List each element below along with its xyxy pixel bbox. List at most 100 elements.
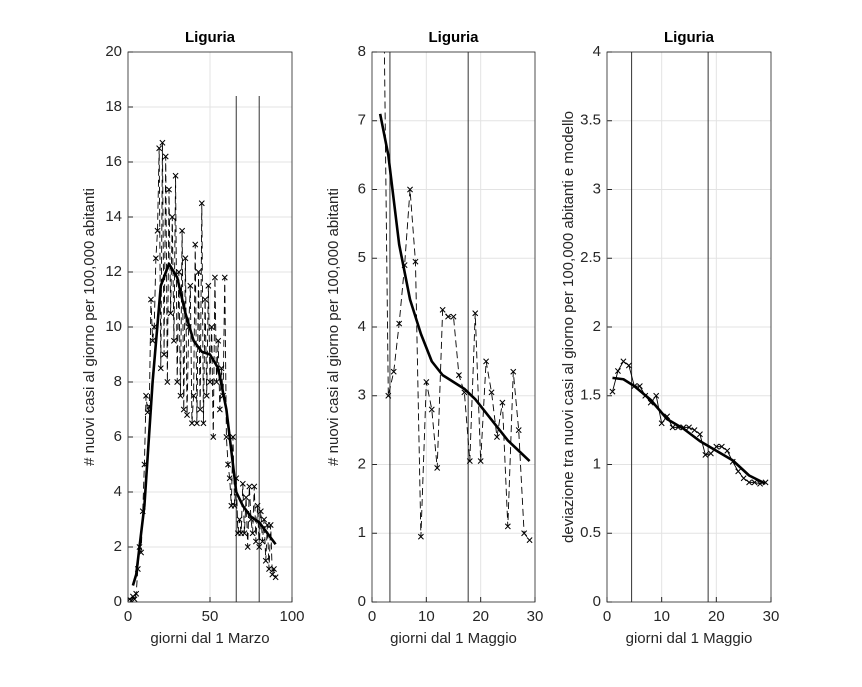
- x-marker: [241, 530, 248, 537]
- x-marker: [192, 241, 199, 248]
- y-tick-label: 1.5: [580, 387, 601, 404]
- y-tick-label: 1: [593, 455, 601, 472]
- y-axis-label: # nuovi casi al giorno per 100,000 abita…: [81, 188, 98, 466]
- y-tick-label: 3: [593, 180, 601, 197]
- x-tick-label: 20: [708, 608, 725, 625]
- x-marker: [203, 392, 210, 399]
- y-tick-label: 6: [358, 180, 366, 197]
- axes-box: [371, 51, 536, 603]
- x-marker: [746, 479, 753, 486]
- x-marker: [252, 538, 259, 545]
- x-marker: [251, 483, 258, 490]
- x-tick-label: 0: [368, 608, 376, 625]
- x-marker: [261, 516, 268, 523]
- x-marker: [423, 379, 430, 385]
- x-marker: [195, 269, 202, 275]
- y-tick-label: 1: [358, 524, 366, 541]
- x-marker: [128, 597, 135, 602]
- x-marker: [396, 320, 403, 327]
- x-marker: [157, 365, 164, 372]
- model-line: [612, 376, 767, 485]
- x-axis-label: giorni dal 1 Maggio: [390, 630, 517, 647]
- x-marker: [718, 443, 725, 450]
- x-marker: [254, 502, 261, 509]
- x-marker: [620, 358, 627, 365]
- y-tick-label: 2: [358, 455, 366, 472]
- x-marker: [466, 458, 473, 465]
- x-marker: [193, 420, 200, 427]
- x-marker: [177, 392, 184, 399]
- x-marker: [143, 392, 149, 399]
- x-marker: [702, 451, 709, 458]
- y-tick-label: 4: [358, 318, 366, 335]
- axes-box: [606, 51, 772, 603]
- x-marker: [216, 406, 223, 413]
- x-tick-label: 50: [202, 608, 219, 625]
- plot-content: [128, 96, 279, 602]
- x-marker: [159, 139, 166, 146]
- y-tick-label: 2.5: [580, 249, 601, 266]
- x-marker: [208, 324, 215, 330]
- x-marker: [691, 427, 698, 434]
- x-marker: [164, 379, 171, 385]
- x-marker: [417, 533, 424, 540]
- x-marker: [428, 406, 435, 413]
- x-marker: [696, 431, 703, 438]
- x-marker: [609, 388, 616, 395]
- x-tick-label: 10: [653, 608, 670, 625]
- x-marker: [202, 296, 209, 303]
- x-marker: [246, 483, 253, 490]
- panel: 0 0.5 1 1.5 2 2.5 3 3.5 4 0 10 20 30 Liguria giorni da…: [560, 29, 779, 647]
- x-marker: [213, 379, 220, 385]
- x-marker: [625, 362, 632, 369]
- x-marker: [169, 214, 176, 220]
- x-marker: [614, 368, 621, 374]
- y-tick-label: 7: [358, 112, 366, 129]
- panel: 0 1 2 3 4 5 6 7 8 0 10 20 30 Liguria giorni dal 1 Magg…: [325, 29, 543, 647]
- x-marker: [271, 566, 277, 572]
- x-marker: [182, 255, 189, 262]
- x-marker: [521, 530, 528, 537]
- x-marker: [148, 296, 154, 303]
- x-marker: [172, 172, 179, 179]
- x-marker: [724, 447, 731, 454]
- x-tick-label: 0: [124, 608, 132, 625]
- x-marker: [205, 282, 212, 289]
- y-tick-label: 14: [105, 208, 122, 225]
- x-marker: [189, 420, 195, 427]
- x-marker: [187, 282, 194, 289]
- y-tick-label: 16: [105, 153, 122, 170]
- x-marker: [226, 475, 233, 482]
- y-tick-label: 8: [114, 373, 122, 390]
- x-marker: [174, 379, 181, 385]
- x-marker: [455, 372, 462, 379]
- x-marker: [133, 590, 140, 597]
- x-marker: [262, 557, 269, 564]
- x-tick-label: 10: [418, 608, 435, 625]
- x-marker: [735, 468, 742, 475]
- x-marker: [152, 255, 159, 262]
- x-marker: [244, 544, 251, 550]
- x-marker: [149, 337, 156, 344]
- x-marker: [445, 313, 452, 320]
- x-marker: [256, 544, 263, 550]
- y-tick-label: 3.5: [580, 112, 601, 129]
- y-tick-label: 4: [593, 43, 601, 60]
- x-marker: [658, 420, 665, 427]
- x-marker: [669, 424, 676, 431]
- x-marker: [450, 313, 457, 320]
- x-marker: [215, 337, 222, 344]
- x-marker: [211, 274, 218, 281]
- y-tick-label: 5: [358, 249, 366, 266]
- model-line: [378, 113, 531, 463]
- x-marker: [483, 358, 490, 365]
- x-marker: [751, 479, 758, 486]
- x-marker: [230, 434, 236, 440]
- x-marker: [184, 412, 190, 418]
- x-marker: [162, 153, 169, 160]
- x-marker: [390, 368, 397, 375]
- x-marker: [225, 461, 231, 468]
- y-tick-label: 3: [358, 387, 366, 404]
- x-marker: [434, 464, 441, 471]
- x-marker: [266, 566, 272, 572]
